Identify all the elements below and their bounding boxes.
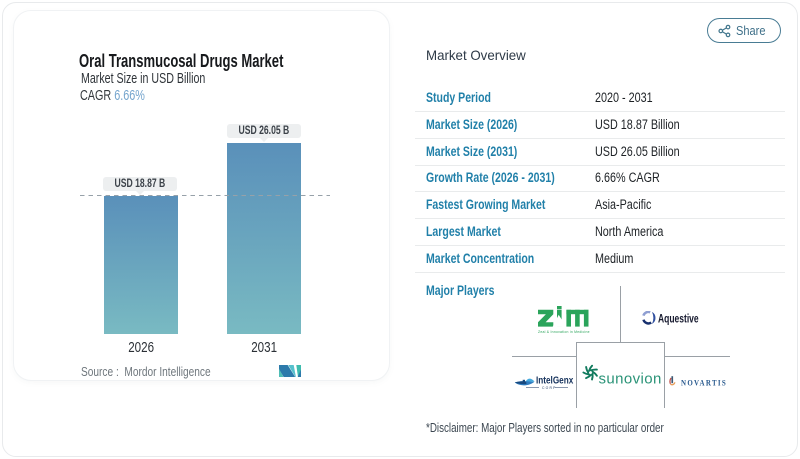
svg-text:NOVARTIS: NOVARTIS: [681, 378, 727, 388]
svg-text:sunovion: sunovion: [598, 371, 661, 388]
svg-text:CORP: CORP: [542, 386, 557, 390]
svg-text:Aquestive: Aquestive: [658, 313, 699, 325]
svg-text:IntelGenx: IntelGenx: [536, 373, 574, 385]
svg-text:Zeal & Innovation in Medicine: Zeal & Innovation in Medicine: [538, 329, 590, 333]
